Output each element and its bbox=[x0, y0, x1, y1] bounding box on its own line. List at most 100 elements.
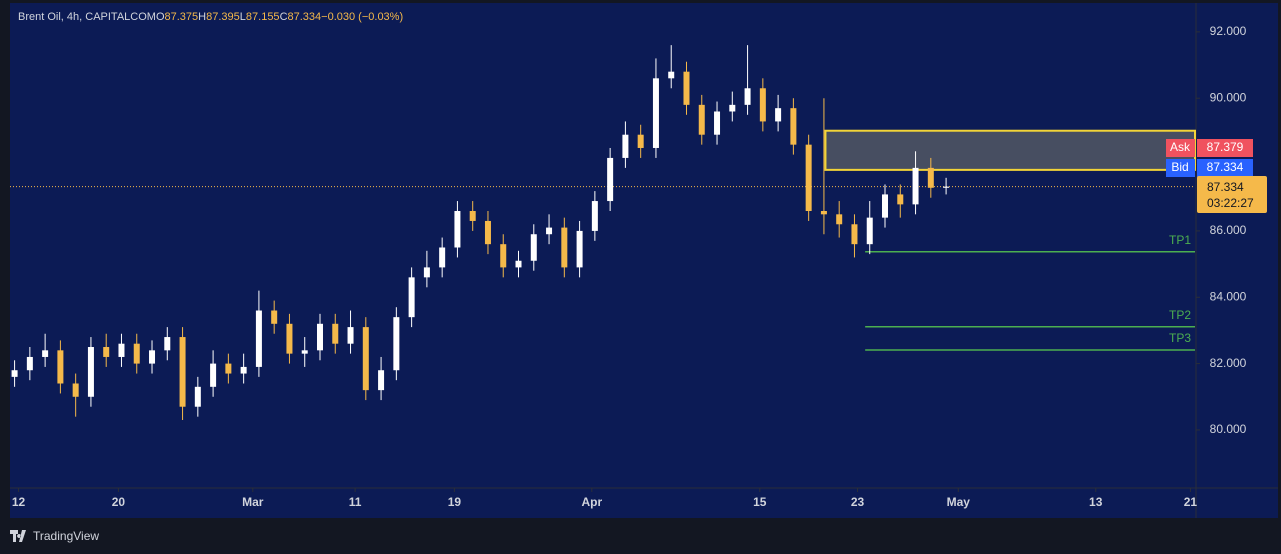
candle-body bbox=[561, 227, 568, 268]
price-tag-label: Ask bbox=[1170, 140, 1191, 154]
candle-body bbox=[683, 71, 690, 105]
candle-body bbox=[87, 347, 94, 397]
candle-body bbox=[775, 108, 782, 122]
price-tag-value-box bbox=[1197, 159, 1253, 177]
y-tick-label: 82.000 bbox=[1210, 356, 1247, 370]
legend-text: H bbox=[198, 11, 206, 23]
candle-body bbox=[57, 350, 64, 384]
candle-body bbox=[591, 201, 598, 231]
price-tag bbox=[1166, 139, 1195, 157]
y-tick-label: 90.000 bbox=[1210, 90, 1247, 104]
x-tick-label: May bbox=[947, 495, 971, 509]
price-tag bbox=[1166, 159, 1195, 177]
candle-body bbox=[622, 134, 629, 158]
legend-text: 87.334 bbox=[288, 11, 322, 23]
candle-body bbox=[11, 370, 18, 377]
candle-body bbox=[103, 347, 110, 357]
candle-body bbox=[362, 327, 369, 391]
x-tick-label: 13 bbox=[1089, 495, 1103, 509]
candle-body bbox=[118, 343, 125, 357]
candle-body bbox=[897, 194, 904, 205]
candle-body bbox=[408, 277, 415, 318]
legend-text: −0.030 (−0.03%) bbox=[321, 11, 403, 23]
candle-body bbox=[378, 370, 385, 391]
legend-header: Brent Oil, 4h, CAPITALCOMO87.375H87.395L… bbox=[18, 11, 403, 23]
candle-body bbox=[255, 310, 262, 367]
x-tick-label: 20 bbox=[112, 495, 126, 509]
legend-text: L bbox=[240, 11, 246, 23]
price-tag-value-box bbox=[1197, 139, 1253, 157]
candle-body bbox=[225, 363, 232, 374]
target-label: TP3 bbox=[1169, 331, 1191, 345]
candle-body bbox=[271, 310, 278, 324]
candle-body bbox=[576, 230, 583, 268]
candle-body bbox=[210, 363, 217, 387]
candle-body bbox=[149, 350, 156, 364]
candle-body bbox=[26, 356, 33, 371]
candle-body bbox=[927, 167, 934, 188]
candle-body bbox=[515, 260, 522, 268]
candle-body bbox=[729, 104, 736, 112]
candle-body bbox=[393, 317, 400, 371]
candle-body bbox=[866, 217, 873, 245]
chart-background bbox=[10, 3, 1278, 518]
x-tick-label: 11 bbox=[349, 495, 362, 509]
candle-body bbox=[439, 247, 446, 268]
x-tick-label: 15 bbox=[753, 495, 767, 509]
legend-text: Brent Oil, 4h, CAPITALCOM bbox=[18, 11, 156, 23]
candle-body bbox=[790, 108, 797, 145]
candle-body bbox=[882, 194, 889, 218]
candle-body bbox=[500, 244, 507, 268]
price-tag-value: 87.379 bbox=[1207, 140, 1244, 154]
resistance-zone bbox=[824, 129, 1197, 171]
candle-body bbox=[423, 267, 430, 278]
candle-body bbox=[652, 78, 659, 148]
x-tick-label: Apr bbox=[581, 495, 602, 509]
candle-body bbox=[546, 227, 553, 235]
candle-body bbox=[759, 88, 766, 122]
countdown: 03:22:27 bbox=[1207, 196, 1254, 210]
candle-body bbox=[194, 386, 201, 407]
x-tick-label: 19 bbox=[448, 495, 462, 509]
y-tick-label: 86.000 bbox=[1210, 223, 1247, 237]
target-label: TP2 bbox=[1169, 308, 1191, 322]
y-tick-label: 80.000 bbox=[1210, 422, 1247, 436]
legend-text: 87.395 bbox=[206, 11, 240, 23]
candle-body bbox=[240, 366, 247, 374]
candle-body bbox=[454, 211, 461, 248]
candle-body bbox=[820, 211, 827, 215]
x-tick-label: 12 bbox=[12, 495, 26, 509]
candle-body bbox=[286, 323, 293, 354]
candle-body bbox=[72, 383, 79, 397]
candle-body bbox=[301, 350, 308, 354]
candle-body bbox=[133, 343, 140, 364]
price-tag-value: 87.334 bbox=[1207, 160, 1244, 174]
candle-body bbox=[164, 337, 171, 351]
candle-body bbox=[836, 214, 843, 225]
candle-body bbox=[714, 111, 721, 135]
candle-body bbox=[332, 323, 339, 344]
candle-body bbox=[637, 134, 644, 148]
logo bbox=[10, 530, 26, 542]
candle-body bbox=[698, 104, 705, 135]
candle-body bbox=[912, 167, 919, 205]
candle-body bbox=[805, 144, 812, 212]
x-tick-label: 21 bbox=[1184, 495, 1198, 509]
target-label: TP1 bbox=[1169, 233, 1191, 247]
y-tick-label: 92.000 bbox=[1210, 24, 1247, 38]
candle-body bbox=[943, 186, 950, 188]
candle-body bbox=[42, 350, 49, 357]
y-tick-label: 84.000 bbox=[1210, 289, 1247, 303]
candle-body bbox=[744, 88, 751, 105]
legend-text: C bbox=[280, 11, 288, 23]
legend-text: 87.375 bbox=[165, 11, 199, 23]
legend-text: O bbox=[156, 11, 165, 23]
candle-body bbox=[316, 323, 323, 351]
candle-body bbox=[484, 220, 491, 245]
candle-body bbox=[530, 234, 537, 261]
candle-body bbox=[607, 157, 614, 202]
candle-body bbox=[851, 224, 858, 245]
candle-body bbox=[469, 211, 476, 221]
x-tick-label: Mar bbox=[242, 495, 264, 509]
